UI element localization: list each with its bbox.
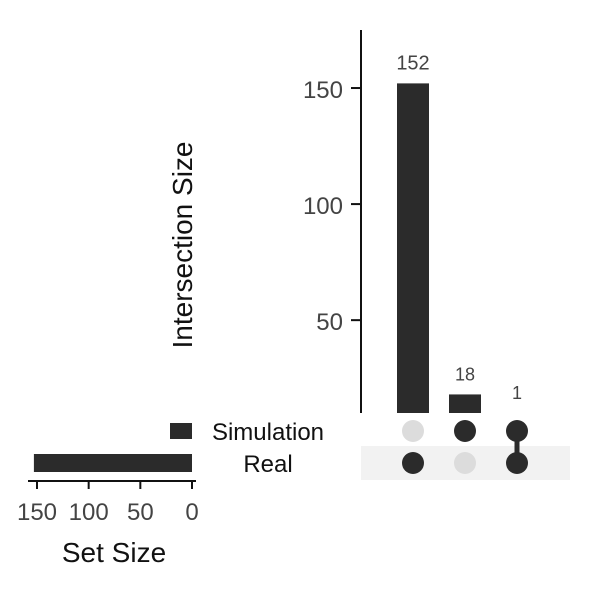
- matrix-dot-inactive: [402, 420, 424, 442]
- set-size-tick-label: 150: [17, 499, 57, 526]
- set-size-panel: Simulation Real 150 100 50 0: [17, 419, 324, 526]
- intersection-axis-title: Intersection Size: [167, 142, 198, 349]
- y-tick-label: 150: [303, 77, 343, 104]
- intersection-bar: [397, 83, 429, 413]
- set-size-bar: [33, 454, 193, 472]
- y-tick-label: 100: [303, 193, 343, 220]
- y-tick-label: 50: [316, 309, 343, 336]
- intersection-matrix: [402, 420, 528, 474]
- set-size-tick-label: 100: [69, 499, 109, 526]
- intersection-bar-label: 1: [512, 383, 522, 403]
- intersection-bar-labels: 152 18 1: [396, 52, 522, 403]
- matrix-dot-inactive: [454, 452, 476, 474]
- intersection-bar-label: 18: [455, 364, 475, 384]
- set-size-tick-label: 50: [127, 499, 154, 526]
- matrix-dot-active: [402, 452, 424, 474]
- set-label: Real: [243, 451, 292, 478]
- set-label: Simulation: [212, 419, 324, 446]
- set-size-tick-label: 0: [185, 499, 198, 526]
- intersection-bar: [449, 394, 481, 413]
- set-size-axis-title: Set Size: [62, 537, 166, 568]
- intersection-bar-label: 152: [396, 52, 429, 74]
- matrix-dot-active: [506, 452, 528, 474]
- matrix-dot-active: [454, 420, 476, 442]
- intersection-y-axis: 50 100 150: [303, 30, 362, 413]
- intersection-bars: [397, 83, 481, 413]
- matrix-dot-active: [506, 420, 528, 442]
- legend-swatch: [170, 423, 192, 439]
